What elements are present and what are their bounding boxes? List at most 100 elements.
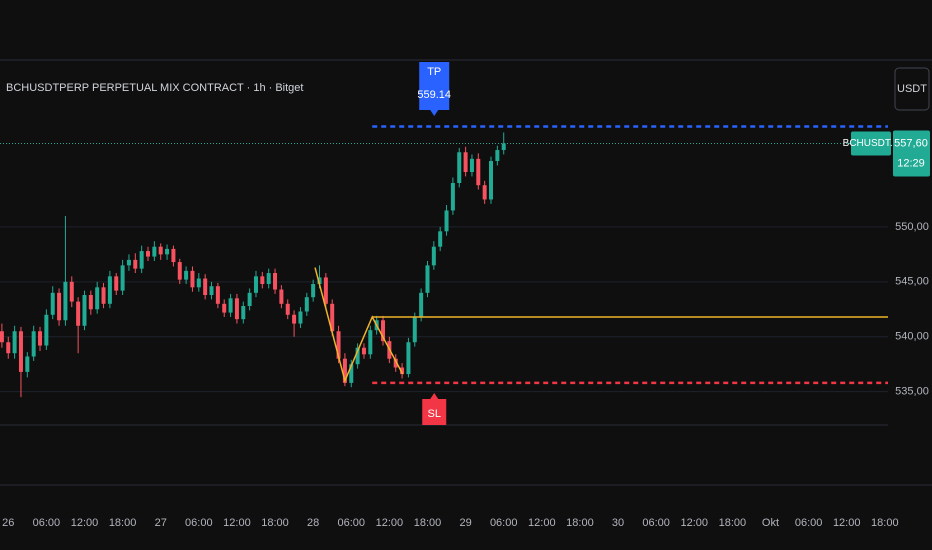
x-tick-label: 29: [459, 517, 471, 529]
candle-body: [361, 347, 366, 355]
candle-body: [209, 286, 214, 296]
candle-body: [495, 150, 500, 162]
candle-body: [31, 331, 36, 357]
candle-body: [476, 158, 481, 186]
candle-body: [25, 356, 30, 372]
candle-body: [266, 273, 271, 285]
candle-body: [69, 281, 74, 302]
candle-body: [228, 298, 233, 313]
candle-body: [171, 248, 176, 263]
candle-body: [12, 331, 17, 354]
y-tick-label: 545,00: [895, 276, 929, 288]
candle-body: [82, 295, 87, 326]
candle-body: [342, 358, 347, 383]
candle-body: [177, 262, 182, 280]
candle-body: [158, 246, 163, 255]
candle-body: [38, 331, 43, 346]
x-tick-label: Okt: [762, 517, 779, 529]
candle-body: [400, 367, 405, 375]
candle-body: [285, 303, 290, 315]
symbol-title: BCHUSDTPERP PERPETUAL MIX CONTRACT · 1h …: [6, 82, 303, 94]
candle-body: [196, 278, 201, 288]
x-tick-label: 06:00: [642, 517, 670, 529]
last-price-tag: [893, 130, 930, 177]
candle-body: [482, 185, 487, 200]
x-tick-label: 12:00: [71, 517, 99, 529]
stop_loss-label-box: [422, 393, 447, 425]
candle-body: [355, 347, 360, 365]
x-tick-label: 06:00: [490, 517, 518, 529]
x-tick-label: 12:00: [681, 517, 709, 529]
candle-body: [330, 303, 335, 332]
candle-body: [18, 331, 23, 372]
candle-body: [215, 286, 220, 304]
candle-body: [253, 276, 258, 293]
candle-body: [273, 273, 278, 290]
candle-body: [463, 152, 468, 173]
take_profit-label-box: [419, 62, 450, 116]
x-tick-label: 12:00: [528, 517, 556, 529]
candle-body: [241, 305, 246, 320]
candle-body: [457, 152, 462, 183]
candle-body: [381, 320, 386, 342]
stop_loss-label: SL: [427, 408, 440, 420]
candle-body: [203, 278, 208, 296]
candle-body: [431, 246, 436, 266]
candle-body: [114, 276, 119, 291]
candle-body: [50, 292, 55, 315]
candle-body: [349, 364, 354, 383]
candle-body: [279, 289, 284, 304]
candle-body: [184, 270, 189, 280]
x-tick-label: 06:00: [337, 517, 365, 529]
x-tick-label: 18:00: [566, 517, 594, 529]
candle-body: [222, 303, 227, 313]
candle-body: [126, 259, 131, 266]
take_profit-label: TP: [427, 66, 441, 78]
zigzag-line: [314, 267, 404, 383]
currency-button-label[interactable]: USDT: [897, 83, 927, 95]
candle-body: [95, 287, 100, 310]
candle-body: [311, 284, 316, 298]
currency-button[interactable]: [894, 67, 930, 111]
last-price-label: 557,60: [894, 137, 928, 149]
candle-body: [76, 301, 81, 326]
candle-body: [450, 182, 455, 211]
candle-body: [298, 311, 303, 324]
candle-body: [317, 277, 322, 285]
candle-body: [412, 316, 417, 343]
candle-body: [501, 143, 506, 151]
y-tick-label: 535,00: [895, 386, 929, 398]
candle-body: [469, 158, 474, 173]
candle-body: [304, 297, 309, 312]
candle-body: [63, 281, 68, 321]
x-tick-label: 06:00: [185, 517, 213, 529]
candle-body: [292, 314, 297, 324]
symbol-tag: [851, 131, 891, 156]
x-tick-label: 18:00: [414, 517, 442, 529]
candle-body: [146, 251, 150, 257]
candle-body: [247, 292, 252, 306]
candle-body: [0, 331, 4, 343]
candle-body: [152, 246, 157, 257]
candle-body: [419, 292, 424, 317]
candle-body: [368, 330, 373, 355]
x-tick-label: 12:00: [223, 517, 251, 529]
candle-body: [44, 314, 49, 346]
x-tick-label: 18:00: [871, 517, 899, 529]
x-tick-label: 06:00: [795, 517, 823, 529]
x-tick-label: 12:00: [376, 517, 404, 529]
candle-body: [393, 358, 398, 368]
candle-body: [133, 259, 138, 269]
candle-body: [57, 292, 62, 321]
x-tick-label: 28: [307, 517, 319, 529]
candle-body: [101, 287, 106, 304]
symbol-tag-label: BCHUSDT.P: [843, 138, 900, 149]
x-tick-label: 27: [155, 517, 167, 529]
candle-body: [88, 295, 93, 310]
candle-body: [190, 270, 195, 288]
x-tick-label: 26: [2, 517, 14, 529]
x-tick-label: 18:00: [719, 517, 747, 529]
